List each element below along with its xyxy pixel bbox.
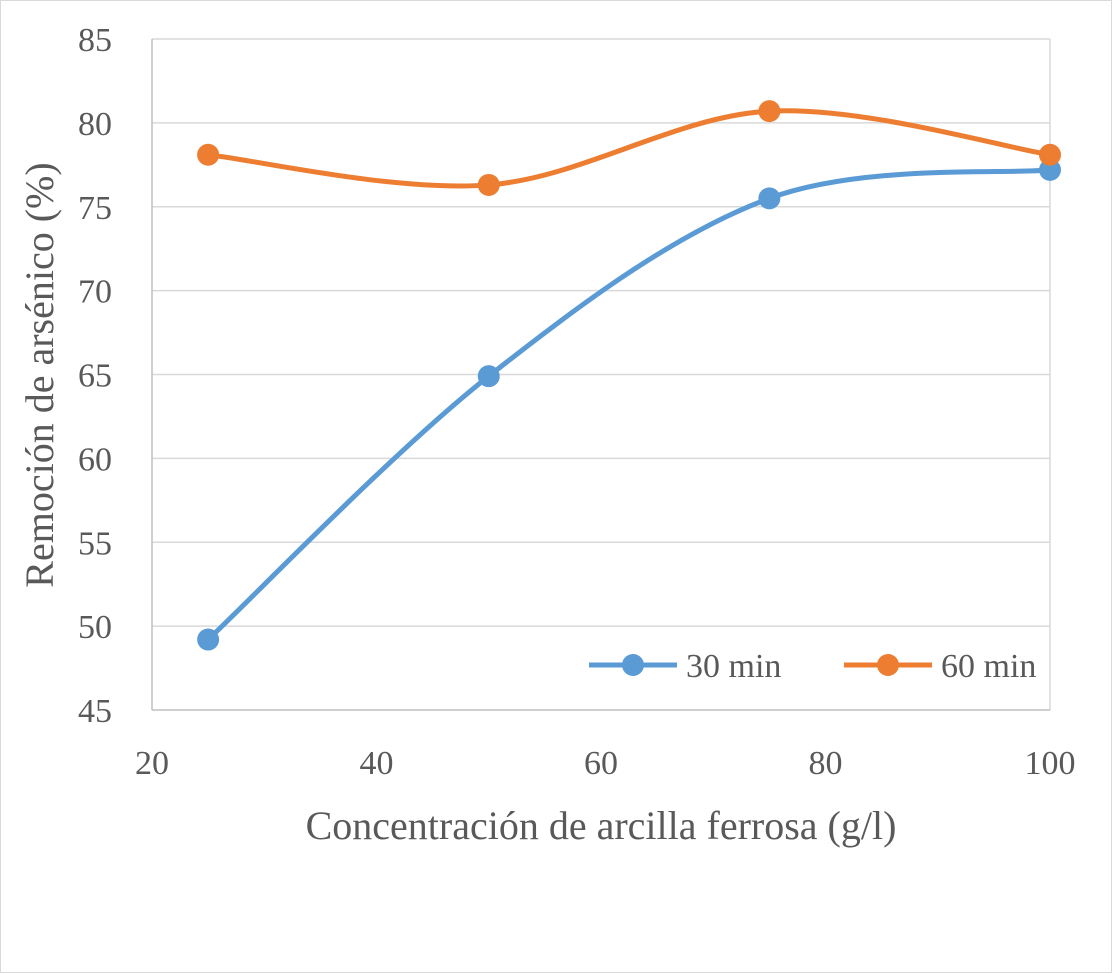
y-tick-label: 65 xyxy=(78,358,112,395)
y-tick-label: 50 xyxy=(78,609,112,646)
y-tick-label: 45 xyxy=(78,693,112,730)
x-tick-label: 20 xyxy=(135,745,169,782)
series-line-60-min xyxy=(205,108,1053,189)
legend-marker-30-min xyxy=(622,654,644,676)
y-tick-label: 85 xyxy=(78,22,112,59)
legend: 30 min 60 min xyxy=(589,648,1036,685)
y-tick-label: 55 xyxy=(78,525,112,562)
x-tick-label: 60 xyxy=(584,745,618,782)
x-tick-label: 40 xyxy=(360,745,394,782)
data-point-30-min xyxy=(1039,158,1061,181)
x-tick-labels: 20 40 60 80 100 xyxy=(135,745,1076,782)
y-tick-label: 80 xyxy=(78,106,112,143)
series-60-min xyxy=(197,100,1061,196)
x-tick-label: 80 xyxy=(809,745,843,782)
data-point-60-min xyxy=(758,100,781,123)
data-point-60-min xyxy=(197,143,220,166)
axes xyxy=(151,39,1050,711)
legend-item-60-min: 60 min xyxy=(844,648,1036,685)
series-layer xyxy=(197,100,1061,651)
data-point-30-min xyxy=(477,365,500,388)
y-axis-title: Remoción de arsénico (%) xyxy=(17,162,62,587)
legend-item-30-min: 30 min xyxy=(589,648,781,685)
data-point-60-min xyxy=(477,173,500,196)
data-point-30-min xyxy=(197,628,220,651)
data-point-30-min xyxy=(758,187,781,210)
series-30-min xyxy=(197,158,1061,651)
legend-marker-60-min xyxy=(877,654,899,676)
y-tick-label: 60 xyxy=(78,441,112,478)
x-tick-label: 100 xyxy=(1025,745,1076,782)
legend-label-30-min: 30 min xyxy=(686,648,781,685)
x-axis-title: Concentración de arcilla ferrosa (g/l) xyxy=(306,803,897,848)
y-tick-labels: 45 50 55 60 65 70 75 80 85 xyxy=(78,22,112,730)
y-tick-label: 75 xyxy=(78,190,112,227)
data-point-60-min xyxy=(1039,143,1061,166)
legend-label-60-min: 60 min xyxy=(941,648,1036,685)
series-line-30-min xyxy=(205,167,1053,643)
y-tick-label: 70 xyxy=(78,274,112,311)
gridlines xyxy=(152,38,1051,710)
